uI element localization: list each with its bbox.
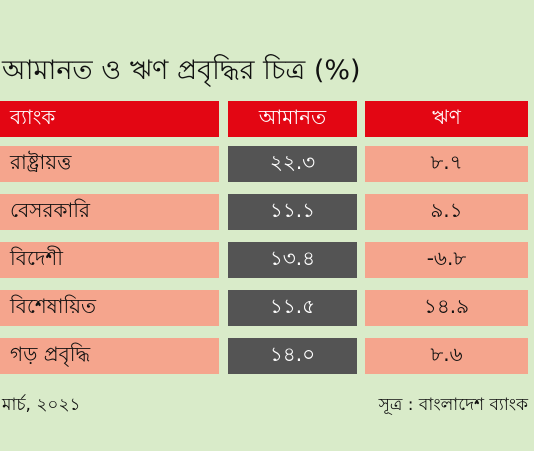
row-deposit-value: ১৩.৪ — [228, 242, 357, 278]
row-deposit-value: ১৪.০ — [228, 338, 357, 374]
row-deposit-value: ১১.১ — [228, 194, 357, 230]
header-loan: ঋণ — [365, 101, 528, 137]
header-deposit: আমানত — [228, 101, 357, 137]
chart-title: আমানত ও ঋণ প্রবৃদ্ধির চিত্র (%) — [2, 55, 361, 86]
header-bank: ব্যাংক — [0, 101, 219, 137]
source-label: সূত্র : বাংলাদেশ ব্যাংক — [378, 395, 528, 415]
row-deposit-value: ২২.৩ — [228, 146, 357, 182]
row-loan-value: ৮.৭ — [365, 146, 528, 182]
row-bank-name: গড় প্রবৃদ্ধি — [0, 338, 219, 374]
row-loan-value: ৮.৬ — [365, 338, 528, 374]
row-loan-value: -৬.৮ — [365, 242, 528, 278]
row-deposit-value: ১১.৫ — [228, 290, 357, 326]
row-bank-name: বিশেষায়িত — [0, 290, 219, 326]
row-loan-value: ১৪.৯ — [365, 290, 528, 326]
row-bank-name: রাষ্ট্রায়ত্ত — [0, 146, 219, 182]
row-bank-name: বেসরকারি — [0, 194, 219, 230]
row-bank-name: বিদেশী — [0, 242, 219, 278]
date-label: মার্চ, ২০২১ — [2, 395, 81, 415]
row-loan-value: ৯.১ — [365, 194, 528, 230]
